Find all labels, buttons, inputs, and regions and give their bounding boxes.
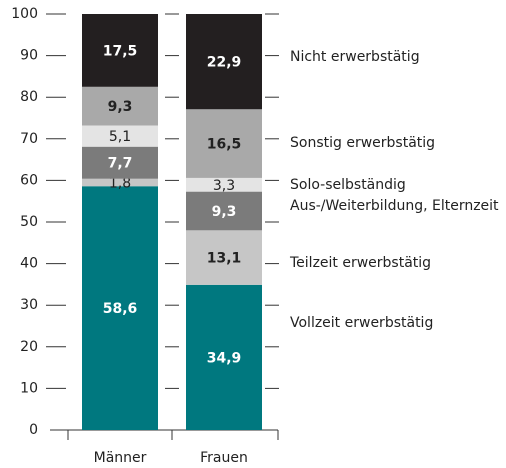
- y-tick-label: 0: [29, 422, 38, 438]
- bar-segment: [82, 14, 158, 87]
- y-tick-label: 70: [20, 131, 38, 147]
- value-label: 58,6: [103, 301, 138, 317]
- legend-label: Sonstig erwerbstätig: [290, 135, 435, 151]
- y-tick-label: 30: [20, 297, 38, 313]
- y-tick-label: 10: [20, 380, 38, 396]
- bar-segment: [186, 177, 262, 192]
- y-tick-label: 50: [20, 214, 38, 230]
- y-tick-label: 80: [20, 89, 38, 105]
- bar-segment: [186, 230, 262, 285]
- value-label: 22,9: [207, 55, 242, 71]
- x-tick-label: Frauen: [200, 450, 248, 466]
- legend-label: Teilzeit erwerbstätig: [289, 255, 431, 271]
- value-label: 16,5: [207, 137, 242, 153]
- y-tick-label: 100: [11, 6, 38, 22]
- value-label: 9,3: [108, 99, 133, 115]
- value-label: 1,8: [109, 175, 131, 191]
- x-tick-label: Männer: [94, 450, 147, 466]
- legend-label: Solo-selbständig: [290, 177, 406, 193]
- value-label: 17,5: [103, 43, 138, 59]
- value-label: 5,1: [109, 129, 131, 145]
- bar-segment: [186, 14, 262, 110]
- y-tick-label: 90: [20, 48, 38, 64]
- legend-label: Nicht erwerbstätig: [290, 49, 420, 65]
- bar-segment: [186, 284, 262, 430]
- y-tick-label: 40: [20, 256, 38, 272]
- value-label: 13,1: [207, 251, 242, 267]
- y-tick-label: 20: [20, 339, 38, 355]
- legend-label: Aus-/Weiterbildung, Elternzeit: [290, 198, 499, 214]
- bar-segment: [82, 146, 158, 179]
- bar-segment: [82, 186, 158, 430]
- value-label: 7,7: [108, 156, 133, 172]
- value-label: 9,3: [212, 204, 237, 220]
- bar-segment: [82, 86, 158, 126]
- bar-segment: [186, 191, 262, 231]
- bar-segment: [186, 109, 262, 178]
- value-label: 34,9: [207, 350, 242, 366]
- value-label: 3,3: [213, 178, 235, 194]
- legend-label: Vollzeit erwerbstätig: [290, 315, 433, 331]
- y-tick-label: 60: [20, 172, 38, 188]
- bar-segment: [82, 125, 158, 147]
- bar-segment: [82, 178, 158, 187]
